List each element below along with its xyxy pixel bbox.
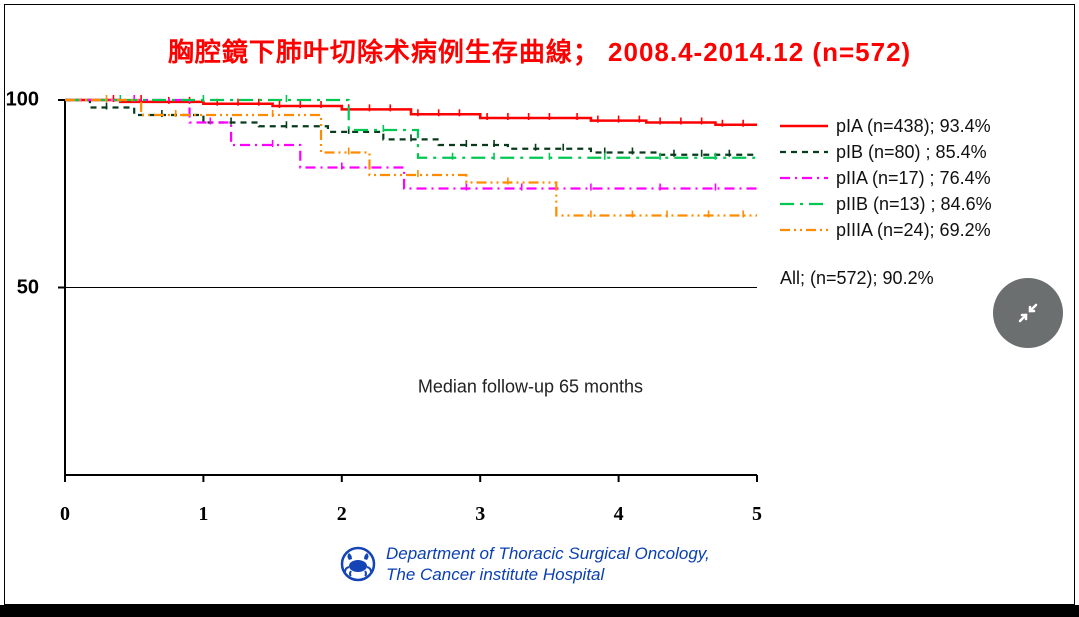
x-tick-label: 1: [198, 503, 208, 526]
footer-line2: The Cancer institute Hospital: [386, 565, 604, 584]
x-tick-label: 4: [614, 503, 624, 526]
svg-text:Median follow-up 65 months: Median follow-up 65 months: [418, 377, 643, 397]
survival-chart: Median follow-up 65 months 50100012345: [45, 100, 765, 495]
x-tick-label: 5: [752, 503, 762, 526]
shrink-icon: [1014, 299, 1042, 327]
fullscreen-toggle-button[interactable]: [993, 278, 1063, 348]
legend-label: pIIB (n=13) ; 84.6%: [836, 191, 992, 217]
crab-logo-icon: [340, 546, 376, 582]
footer-credit: Department of Thoracic Surgical Oncology…: [340, 543, 710, 586]
legend-item: pIIB (n=13) ; 84.6%: [780, 191, 992, 217]
x-tick-label: 2: [337, 503, 347, 526]
bottom-black-bar: [0, 605, 1079, 617]
chart-title: 胸腔鏡下肺叶切除术病例生存曲線； 2008.4-2014.12 (n=572): [0, 32, 1079, 69]
legend-label: pIB (n=80) ; 85.4%: [836, 139, 987, 165]
legend-item: pIIIA (n=24); 69.2%: [780, 217, 992, 243]
legend-item: pIA (n=438); 93.4%: [780, 113, 992, 139]
legend-item: pIB (n=80) ; 85.4%: [780, 139, 992, 165]
x-tick-label: 0: [60, 503, 70, 526]
legend-item: pIIA (n=17) ; 76.4%: [780, 165, 992, 191]
legend-label: pIIIA (n=24); 69.2%: [836, 217, 991, 243]
legend: pIA (n=438); 93.4%pIB (n=80) ; 85.4%pIIA…: [780, 113, 992, 292]
y-tick-label: 100: [6, 89, 39, 112]
legend-label: pIA (n=438); 93.4%: [836, 113, 991, 139]
legend-all: All; (n=572); 90.2%: [780, 265, 992, 291]
y-tick-label: 50: [17, 276, 39, 299]
footer-line1: Department of Thoracic Surgical Oncology…: [386, 544, 710, 563]
legend-label: pIIA (n=17) ; 76.4%: [836, 165, 991, 191]
x-tick-label: 3: [475, 503, 485, 526]
